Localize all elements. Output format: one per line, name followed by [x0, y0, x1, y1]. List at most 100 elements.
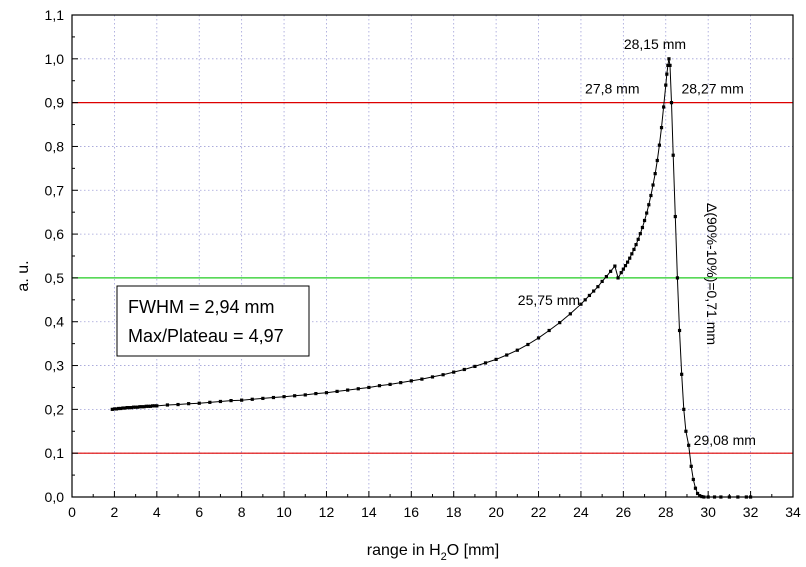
x-tick-label: 16: [404, 504, 420, 520]
data-point: [114, 407, 119, 411]
data-point: [680, 372, 684, 376]
data-point: [293, 394, 297, 398]
data-point: [638, 232, 642, 236]
data-point: [144, 404, 148, 408]
data-point: [645, 211, 649, 215]
data-point: [657, 143, 662, 147]
data-point: [314, 391, 318, 396]
data-point: [110, 407, 114, 411]
data-point: [155, 404, 159, 408]
annotations: 28,15 mm 27,8 mm 28,27 mm 25,75 mm 29,08 mm Δ…: [518, 36, 756, 448]
x-tick-label: 0: [68, 504, 76, 520]
data-point: [261, 396, 265, 401]
y-axis-label: a. u.: [15, 260, 32, 291]
data-point: [153, 404, 157, 408]
data-point: [659, 126, 664, 130]
data-point: [621, 267, 625, 271]
data-point: [146, 404, 150, 408]
data-point: [691, 477, 695, 482]
data-point: [452, 370, 456, 374]
data-point: [616, 276, 620, 280]
data-point: [129, 406, 133, 410]
data-point: [636, 237, 640, 241]
data-point: [664, 83, 668, 87]
annotation-rise-time: Δ(90%-10%)=0,71 mm: [704, 203, 720, 345]
data-point: [483, 361, 488, 365]
data-point: [609, 269, 613, 273]
y-tick-label: 0,4: [45, 314, 65, 330]
data-point: [568, 312, 572, 316]
data-point: [665, 72, 669, 76]
data-point: [632, 247, 636, 252]
x-axis-label-part-2: O [mm]: [447, 542, 499, 559]
data-point: [526, 342, 530, 347]
data-point: [335, 389, 339, 393]
data-point: [250, 397, 254, 401]
data-point: [579, 302, 583, 306]
data-point: [127, 406, 131, 410]
annotation-label: 28,27 mm: [681, 81, 743, 97]
data-point: [131, 405, 136, 409]
data-point: [625, 260, 630, 264]
data-point: [684, 429, 688, 433]
data-point: [346, 388, 350, 392]
data-point: [140, 405, 144, 409]
data-point: [142, 405, 146, 409]
data-point: [441, 373, 445, 377]
data-point: [619, 271, 623, 275]
y-tick-label: 0,5: [45, 270, 65, 286]
info-box-frame: [116, 285, 310, 357]
data-point: [134, 405, 138, 409]
data-point: [668, 63, 672, 67]
data-point: [640, 225, 645, 230]
x-tick-label: 2: [111, 504, 119, 520]
data-point: [121, 406, 125, 410]
data-point: [583, 298, 587, 302]
annotation-label: 27,8 mm: [585, 81, 639, 97]
data-point: [558, 321, 562, 325]
data-point: [240, 398, 244, 402]
data-point: [399, 381, 403, 385]
info-box: FWHM = 2,94 mm Max/Plateau = 4,97: [116, 285, 310, 357]
x-tick-label: 32: [743, 504, 759, 520]
data-point: [669, 101, 674, 105]
data-point: [218, 399, 223, 404]
data-point: [356, 387, 360, 391]
y-tick-label: 1,1: [45, 7, 65, 23]
x-tick-label: 34: [785, 504, 801, 520]
data-point: [409, 379, 413, 383]
data-series: [110, 57, 753, 499]
data-point: [494, 357, 498, 362]
x-tick-label: 22: [531, 504, 547, 520]
data-point: [377, 384, 382, 388]
data-point: [647, 203, 651, 207]
data-point: [655, 158, 659, 163]
data-point: [505, 353, 509, 357]
data-point: [136, 405, 140, 409]
data-point: [303, 393, 307, 397]
data-point: [229, 399, 233, 403]
x-tick-label: 18: [446, 504, 462, 520]
axis-ticks: 0 2 4 6 8 10 12 14 16 18 20 22 24 26 28 30 32 340,00,10,2…: [45, 7, 801, 520]
data-point: [536, 336, 541, 340]
data-point: [148, 404, 153, 408]
data-point: [271, 395, 276, 400]
data-point: [687, 443, 691, 447]
y-tick-label: 0,2: [45, 401, 65, 417]
data-point: [666, 63, 670, 67]
data-point: [623, 264, 628, 268]
data-point: [462, 367, 466, 372]
x-tick-label: 30: [700, 504, 716, 520]
y-tick-label: 0,9: [45, 95, 65, 111]
y-tick-label: 0,8: [45, 138, 65, 154]
y-tick-label: 1,0: [45, 51, 65, 67]
data-point: [324, 391, 329, 395]
data-point: [208, 400, 212, 404]
info-box-fwhm: FWHM = 2,94 mm: [128, 297, 275, 317]
data-point: [651, 183, 655, 187]
x-tick-label: 24: [573, 504, 589, 520]
data-point: [112, 407, 117, 411]
y-tick-label: 0,1: [45, 445, 65, 461]
annotation-label: 25,75 mm: [518, 292, 580, 308]
